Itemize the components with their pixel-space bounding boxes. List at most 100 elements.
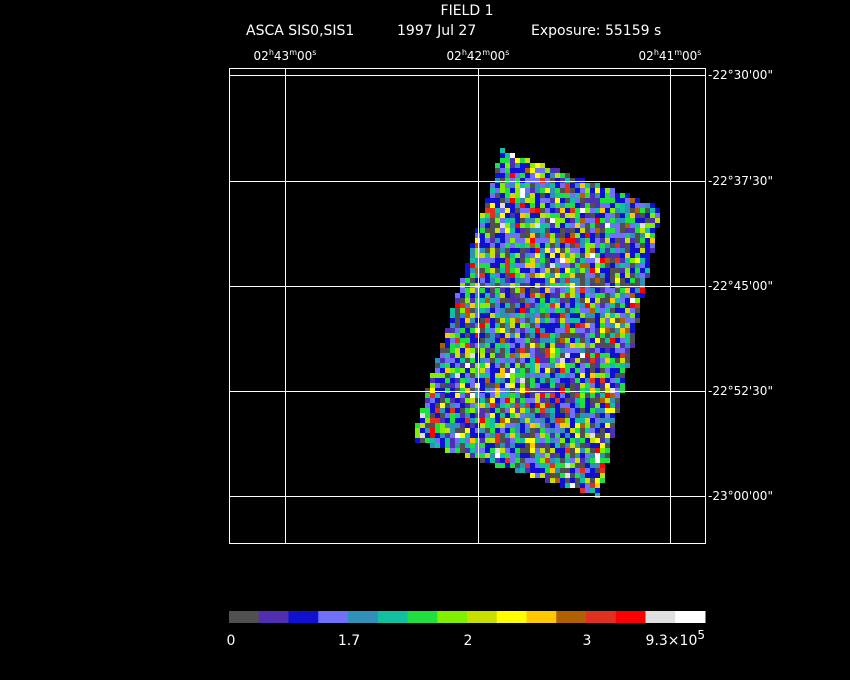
pixel — [590, 298, 595, 303]
pixel — [590, 373, 595, 378]
pixel — [600, 218, 605, 223]
pixel — [605, 393, 610, 398]
pixel — [510, 443, 515, 448]
pixel — [530, 198, 535, 203]
pixel — [610, 218, 615, 223]
pixel — [525, 268, 530, 273]
pixel — [510, 258, 515, 263]
pixel — [550, 398, 555, 403]
pixel — [610, 253, 615, 258]
pixel — [570, 273, 575, 278]
pixel — [505, 213, 510, 218]
pixel — [550, 453, 555, 458]
pixel — [605, 373, 610, 378]
pixel — [585, 263, 590, 268]
pixel — [480, 313, 485, 318]
pixel — [510, 383, 515, 388]
pixel — [655, 223, 660, 228]
pixel — [600, 243, 605, 248]
pixel — [555, 228, 560, 233]
pixel — [470, 358, 475, 363]
pixel — [515, 428, 520, 433]
pixel — [540, 203, 545, 208]
pixel — [520, 403, 525, 408]
pixel — [625, 338, 630, 343]
pixel — [460, 388, 465, 393]
pixel — [475, 303, 480, 308]
pixel — [555, 288, 560, 293]
pixel — [490, 328, 495, 333]
pixel — [530, 188, 535, 193]
pixel — [570, 208, 575, 213]
pixel — [535, 343, 540, 348]
pixel — [530, 203, 535, 208]
pixel — [510, 408, 515, 413]
pixel — [540, 378, 545, 383]
pixel — [525, 373, 530, 378]
pixel — [650, 208, 655, 213]
pixel — [585, 268, 590, 273]
pixel — [620, 258, 625, 263]
pixel — [575, 313, 580, 318]
pixel — [590, 273, 595, 278]
pixel — [465, 343, 470, 348]
pixel — [485, 258, 490, 263]
pixel — [480, 308, 485, 313]
pixel — [495, 443, 500, 448]
pixel — [570, 313, 575, 318]
pixel — [505, 308, 510, 313]
pixel — [600, 298, 605, 303]
pixel — [515, 463, 520, 468]
pixel — [520, 248, 525, 253]
pixel — [530, 193, 535, 198]
pixel — [460, 278, 465, 283]
pixel — [565, 283, 570, 288]
pixel — [620, 333, 625, 338]
pixel — [500, 358, 505, 363]
pixel — [610, 243, 615, 248]
pixel — [615, 378, 620, 383]
pixel — [560, 463, 565, 468]
pixel — [600, 263, 605, 268]
pixel — [540, 383, 545, 388]
pixel — [620, 243, 625, 248]
pixel — [455, 438, 460, 443]
pixel — [575, 203, 580, 208]
pixel — [470, 328, 475, 333]
pixel — [600, 278, 605, 283]
pixel — [535, 408, 540, 413]
pixel — [560, 298, 565, 303]
pixel — [525, 193, 530, 198]
pixel — [500, 228, 505, 233]
pixel — [495, 173, 500, 178]
pixel — [595, 243, 600, 248]
pixel — [510, 448, 515, 453]
pixel — [430, 393, 435, 398]
pixel — [565, 218, 570, 223]
colorbar-swatch — [407, 611, 438, 623]
pixel — [535, 338, 540, 343]
pixel — [590, 228, 595, 233]
pixel — [580, 288, 585, 293]
pixel — [505, 438, 510, 443]
pixel — [585, 378, 590, 383]
pixel — [600, 198, 605, 203]
pixel — [595, 378, 600, 383]
pixel — [525, 468, 530, 473]
pixel — [605, 213, 610, 218]
pixel — [625, 198, 630, 203]
pixel — [615, 398, 620, 403]
pixel — [590, 268, 595, 273]
pixel — [640, 228, 645, 233]
pixel — [555, 373, 560, 378]
pixel — [490, 458, 495, 463]
pixel — [580, 423, 585, 428]
pixel — [565, 313, 570, 318]
pixel — [595, 323, 600, 328]
pixel — [620, 323, 625, 328]
pixel — [495, 168, 500, 173]
pixel — [505, 173, 510, 178]
pixel — [430, 373, 435, 378]
pixel — [545, 438, 550, 443]
pixel — [485, 458, 490, 463]
